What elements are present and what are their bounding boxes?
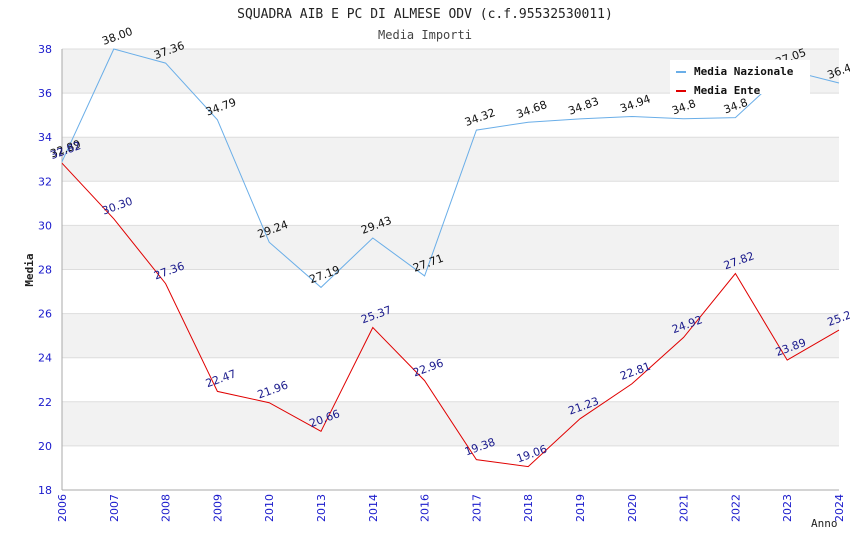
x-tick-label: 2013 (315, 494, 328, 522)
x-tick-label: 2016 (419, 494, 432, 522)
x-tick-label: 2006 (56, 494, 69, 522)
x-tick-label: 2010 (263, 494, 276, 522)
y-tick-label: 36 (38, 87, 52, 100)
x-tick-label: 2008 (160, 494, 173, 522)
legend: Media Nazionale Media Ente (670, 60, 810, 97)
legend-label-ente: Media Ente (694, 84, 761, 97)
y-tick-label: 28 (38, 264, 52, 277)
x-tick-label: 2020 (626, 494, 639, 522)
y-axis-label: Media (23, 253, 36, 286)
y-tick-label: 34 (38, 131, 52, 144)
legend-label-national: Media Nazionale (694, 65, 794, 78)
plot-band (62, 269, 839, 314)
x-tick-label: 2019 (574, 494, 587, 522)
plot-band (62, 401, 839, 446)
legend-box (670, 60, 810, 94)
data-label: 38.00 (100, 25, 134, 48)
y-tick-label: 18 (38, 484, 52, 497)
y-tick-label: 24 (38, 352, 52, 365)
x-tick-labels: 2006 2007 2008 2009 2010 2013 2014 2016 2017 2018… (56, 494, 846, 522)
series-line-ente (61, 162, 840, 468)
series-lines (61, 48, 840, 468)
y-tick-label: 20 (38, 440, 52, 453)
y-tick-labels: 18 20 22 24 26 28 30 32 34 36 38 (38, 43, 52, 497)
y-tick-label: 26 (38, 308, 52, 321)
y-tick-label: 32 (38, 175, 52, 188)
chart-title: SQUADRA AIB E PC DI ALMESE ODV (c.f.9553… (237, 7, 613, 22)
x-tick-label: 2017 (470, 494, 483, 522)
chart-subtitle: Media Importi (378, 28, 472, 42)
x-tick-label: 2024 (833, 494, 846, 522)
plot-band (62, 225, 839, 270)
x-tick-label: 2022 (729, 494, 742, 522)
x-tick-label: 2023 (781, 494, 794, 522)
plot-band (62, 313, 839, 358)
plot-band (62, 93, 839, 138)
x-tick-label: 2007 (108, 494, 121, 522)
x-tick-label: 2018 (522, 494, 535, 522)
plot-background (62, 49, 839, 490)
plot-band (62, 445, 839, 490)
x-tick-label: 2009 (211, 494, 224, 522)
x-tick-label: 2014 (367, 494, 380, 522)
y-tick-label: 38 (38, 43, 52, 56)
x-axis-label: Anno (811, 517, 838, 530)
plot-band (62, 137, 839, 182)
y-tick-label: 22 (38, 396, 52, 409)
series-line-national (61, 48, 840, 289)
plot-band (62, 357, 839, 402)
x-tick-label: 2021 (678, 494, 691, 522)
y-tick-label: 30 (38, 219, 52, 232)
axes (61, 49, 839, 491)
